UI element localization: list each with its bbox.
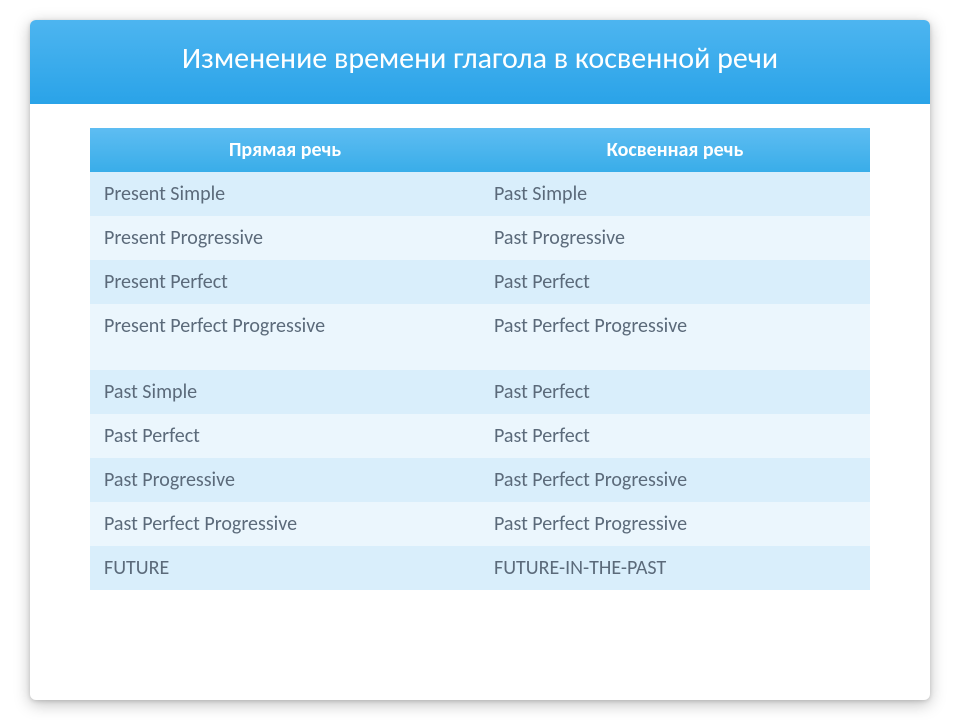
column-header-indirect: Косвенная речь bbox=[480, 128, 870, 172]
cell-direct: Past Perfect bbox=[90, 414, 480, 458]
table-body: Present Simple Past Simple Present Progr… bbox=[90, 172, 870, 590]
table-row: Present Perfect Progressive Past Perfect… bbox=[90, 304, 870, 370]
cell-indirect: FUTURE-IN-THE-PAST bbox=[480, 546, 870, 590]
table-row: Past Perfect Past Perfect bbox=[90, 414, 870, 458]
cell-indirect: Past Perfect bbox=[480, 414, 870, 458]
cell-indirect: Past Perfect Progressive bbox=[480, 304, 870, 370]
cell-indirect: Past Perfect Progressive bbox=[480, 458, 870, 502]
cell-direct: Present Simple bbox=[90, 172, 480, 216]
table-row: Past Simple Past Perfect bbox=[90, 370, 870, 414]
table-row: Present Progressive Past Progressive bbox=[90, 216, 870, 260]
table-container: Прямая речь Косвенная речь Present Simpl… bbox=[30, 104, 930, 600]
table-header-row: Прямая речь Косвенная речь bbox=[90, 128, 870, 172]
cell-direct: Present Progressive bbox=[90, 216, 480, 260]
table-row: Past Progressive Past Perfect Progressiv… bbox=[90, 458, 870, 502]
column-header-direct: Прямая речь bbox=[90, 128, 480, 172]
cell-indirect: Past Progressive bbox=[480, 216, 870, 260]
cell-direct: Past Progressive bbox=[90, 458, 480, 502]
table-row: Past Perfect Progressive Past Perfect Pr… bbox=[90, 502, 870, 546]
cell-direct: FUTURE bbox=[90, 546, 480, 590]
cell-direct: Present Perfect bbox=[90, 260, 480, 304]
slide-title: Изменение времени глагола в косвенной ре… bbox=[30, 20, 930, 104]
cell-indirect: Past Perfect bbox=[480, 260, 870, 304]
table-row: Present Perfect Past Perfect bbox=[90, 260, 870, 304]
tense-shift-table: Прямая речь Косвенная речь Present Simpl… bbox=[90, 128, 870, 590]
cell-indirect: Past Simple bbox=[480, 172, 870, 216]
table-row: Present Simple Past Simple bbox=[90, 172, 870, 216]
cell-direct: Present Perfect Progressive bbox=[90, 304, 480, 370]
cell-direct: Past Perfect Progressive bbox=[90, 502, 480, 546]
cell-indirect: Past Perfect bbox=[480, 370, 870, 414]
cell-direct: Past Simple bbox=[90, 370, 480, 414]
table-row: FUTURE FUTURE-IN-THE-PAST bbox=[90, 546, 870, 590]
cell-indirect: Past Perfect Progressive bbox=[480, 502, 870, 546]
slide: Изменение времени глагола в косвенной ре… bbox=[30, 20, 930, 700]
